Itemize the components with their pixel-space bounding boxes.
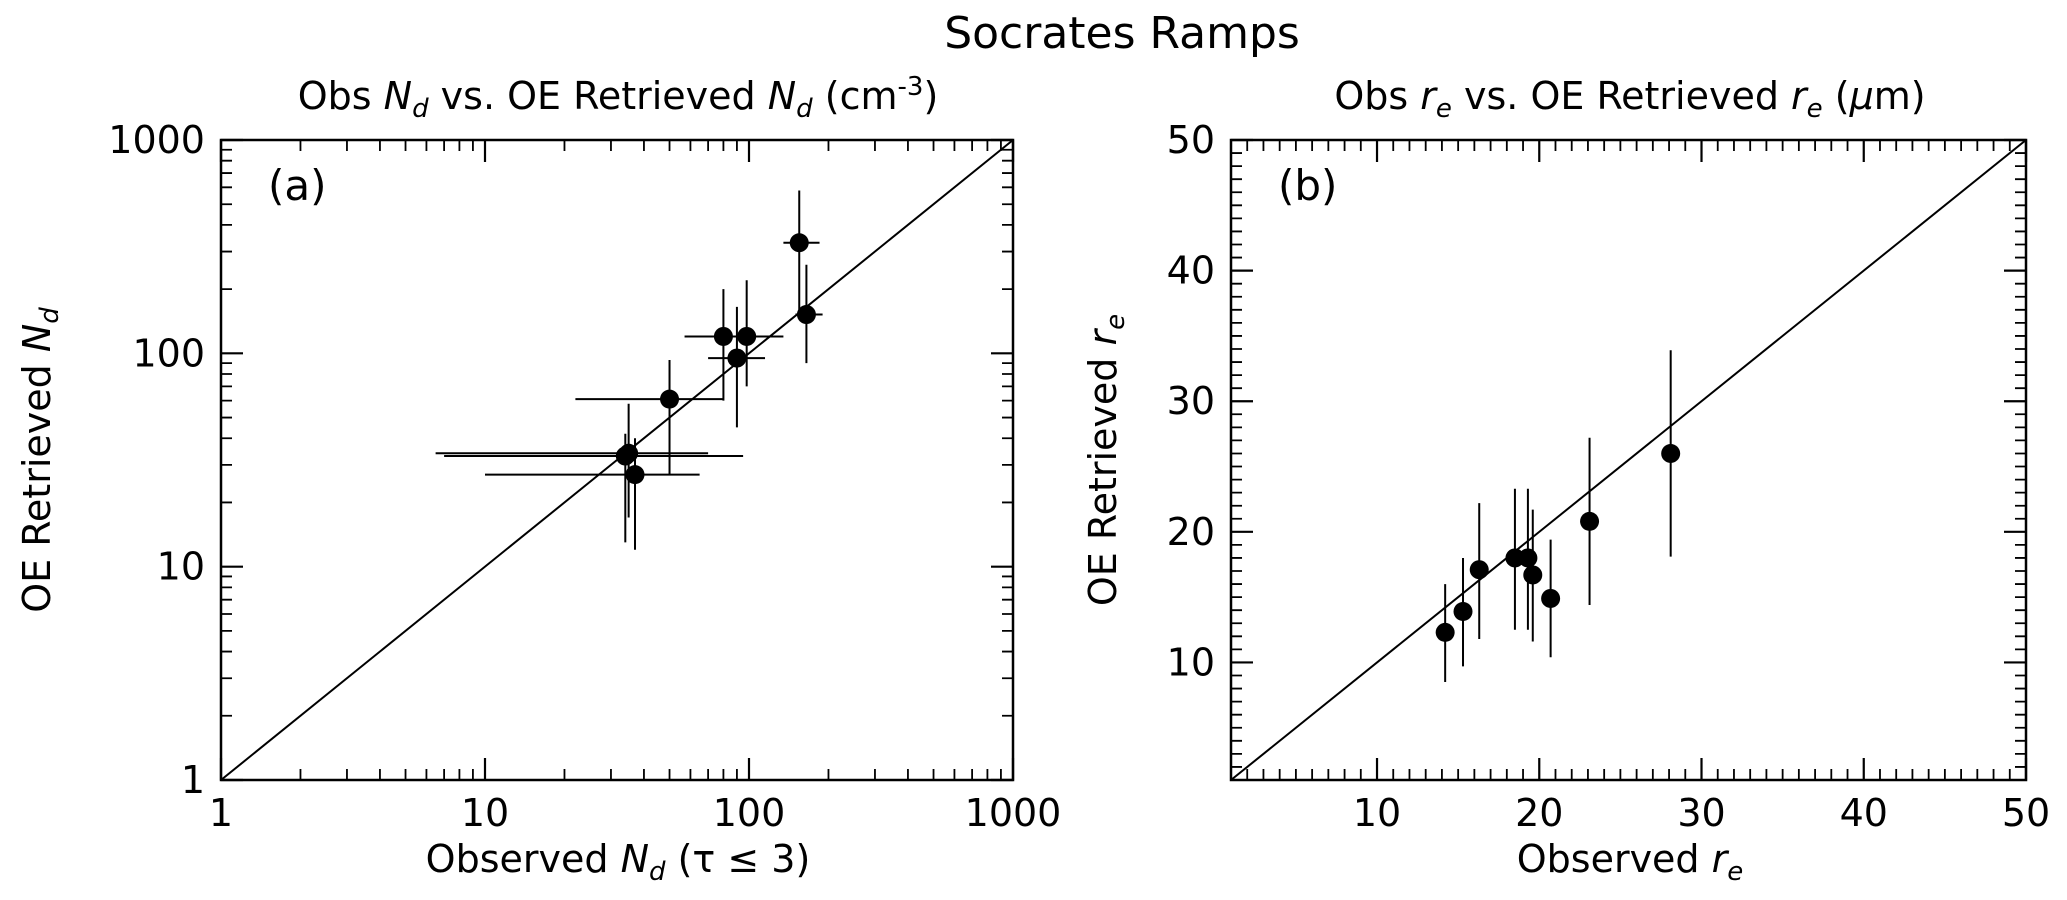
data-point bbox=[1580, 511, 1600, 531]
x-tick-label: 40 bbox=[1840, 791, 1888, 835]
y-tick-label: 1 bbox=[181, 758, 205, 802]
figure-title: Socrates Ramps bbox=[944, 8, 1300, 59]
plot-frame bbox=[219, 138, 1015, 782]
x-tick-label: 1000 bbox=[965, 791, 1062, 835]
panel-b-label: (b) bbox=[1278, 161, 1337, 210]
data-point bbox=[1453, 602, 1473, 622]
panel-a-title: Obs Nd vs. OE Retrieved Nd (cm-3) bbox=[298, 72, 939, 124]
panel-a: Obs Nd vs. OE Retrieved Nd (cm-3) 1 10 100… bbox=[15, 72, 1061, 887]
plot-area-a: 1 10 100 1000 1 10 100 1000 bbox=[108, 118, 1061, 835]
data-point bbox=[1523, 565, 1543, 585]
y-tick-label: 10 bbox=[1167, 640, 1215, 684]
panel-b-title: Obs re vs. OE Retrieved re (μm) bbox=[1334, 74, 1925, 124]
data-point bbox=[1435, 622, 1455, 642]
data-point bbox=[619, 443, 639, 463]
x-tick-label: 10 bbox=[1353, 791, 1401, 835]
data-point bbox=[1661, 443, 1681, 463]
data-point bbox=[1505, 548, 1525, 568]
y-tick-label: 50 bbox=[1167, 118, 1215, 162]
y-tick-label: 1000 bbox=[108, 118, 205, 162]
y-tick-label: 100 bbox=[132, 331, 205, 375]
data-point bbox=[1469, 560, 1489, 580]
panel-a-label: (a) bbox=[268, 161, 327, 210]
x-tick-label: 30 bbox=[1677, 791, 1725, 835]
x-tick-label: 50 bbox=[2002, 791, 2050, 835]
x-tick-label: 100 bbox=[713, 791, 786, 835]
panel-b-xlabel: Observed re bbox=[1517, 837, 1744, 887]
data-point bbox=[1541, 588, 1561, 608]
one-to-one-line bbox=[1230, 139, 2027, 781]
data-point bbox=[796, 305, 816, 325]
x-tick-label: 1 bbox=[209, 791, 233, 835]
minor-ticks bbox=[221, 140, 1013, 780]
panel-a-ylabel: OE Retrieved Nd bbox=[15, 307, 65, 613]
data-point bbox=[789, 233, 809, 253]
panel-a-xlabel: Observed Nd (τ ≤ 3) bbox=[426, 837, 811, 887]
data-point bbox=[727, 348, 747, 368]
data-point bbox=[1518, 548, 1538, 568]
data-point bbox=[737, 326, 757, 346]
data-point bbox=[625, 465, 645, 485]
panel-b-ylabel: OE Retrieved re bbox=[1081, 314, 1131, 606]
data-point bbox=[660, 389, 680, 409]
y-tick-label: 30 bbox=[1167, 379, 1215, 423]
plot-area-b: 10 20 30 40 50 10 20 30 40 50 bbox=[1167, 118, 2051, 835]
plot-frame bbox=[1229, 138, 2028, 782]
y-tick-label: 20 bbox=[1167, 510, 1215, 554]
y-tick-label: 10 bbox=[157, 545, 205, 589]
x-tick-label: 10 bbox=[461, 791, 509, 835]
x-tick-label: 20 bbox=[1515, 791, 1563, 835]
panel-b: Obs re vs. OE Retrieved re (μm) 10 20 30 40… bbox=[1081, 74, 2050, 887]
y-tick-label: 40 bbox=[1167, 249, 1215, 293]
